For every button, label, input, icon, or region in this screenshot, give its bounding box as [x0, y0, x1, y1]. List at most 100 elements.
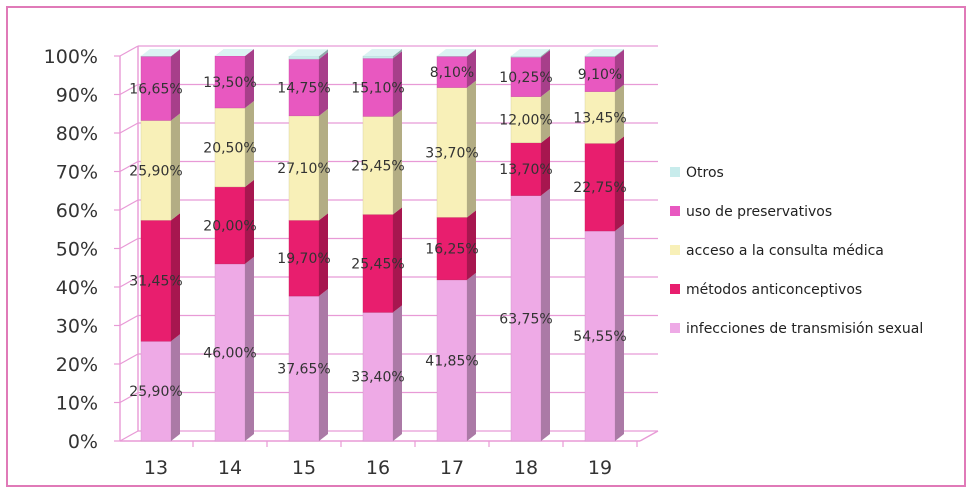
bar-segment — [510, 56, 542, 97]
x-tick-label: 19 — [588, 457, 612, 479]
data-label: 15,10% — [351, 80, 404, 96]
data-label: 13,50% — [203, 75, 256, 91]
x-tick-label: 18 — [514, 457, 538, 479]
bar-top — [215, 49, 254, 56]
bar-segment-side — [319, 289, 328, 441]
y-tick-label: 80% — [56, 123, 98, 145]
bar-segment-side — [393, 51, 402, 117]
bar-segment-side — [541, 49, 550, 58]
bar-segment-side — [615, 136, 624, 231]
bar-segment — [436, 87, 468, 218]
gridline-side — [119, 391, 139, 404]
gridline-side — [119, 353, 139, 365]
bar-top — [585, 49, 624, 56]
data-label: 19,70% — [277, 251, 330, 267]
data-label: 20,50% — [203, 140, 256, 156]
bar-top — [511, 49, 550, 56]
bar-segment-side — [541, 89, 550, 143]
y-tick-label: 60% — [56, 200, 98, 222]
x-tick-label: 17 — [440, 457, 464, 479]
y-tick-label: 30% — [56, 316, 98, 338]
bar-segment-side — [171, 213, 180, 342]
bar-segment-side — [467, 49, 476, 57]
bar-segment — [288, 58, 320, 117]
data-label: 41,85% — [425, 353, 478, 369]
bar-segment — [140, 341, 172, 442]
x-tick-label: 13 — [144, 457, 168, 479]
bar-segment-side — [615, 84, 624, 144]
legend: Otros uso de preservativos acceso a la con… — [670, 165, 923, 337]
data-label: 16,65% — [129, 81, 182, 97]
bar-segment-side — [393, 305, 402, 441]
bar-segment-side — [319, 49, 328, 60]
gridline-side — [119, 160, 139, 173]
y-tick-label: 10% — [56, 393, 98, 415]
bar-segment-side — [171, 49, 180, 121]
bar-segment — [214, 186, 246, 265]
bar-segment — [214, 263, 246, 442]
bar-segment — [362, 58, 394, 117]
bar-top — [141, 49, 180, 56]
gridline-side — [119, 314, 139, 327]
legend-label: métodos anticonceptivos — [686, 282, 862, 298]
bar-top — [437, 49, 476, 56]
x-tick-label: 14 — [218, 457, 242, 479]
y-tick-label: 100% — [44, 46, 98, 68]
bar-top — [289, 49, 328, 57]
bar-segment-side — [393, 109, 402, 215]
legend-label: infecciones de transmisión sexual — [686, 321, 923, 337]
gridline-side — [119, 430, 139, 442]
bar-segment — [362, 214, 394, 313]
bar-segment — [362, 312, 394, 442]
bar-segment — [436, 56, 468, 88]
bar-segment-side — [615, 223, 624, 441]
data-label: 37,65% — [277, 362, 330, 378]
bar-segment — [510, 55, 542, 58]
bar-segment-side — [245, 100, 254, 187]
bar-segment — [214, 55, 246, 109]
data-label: 25,45% — [351, 158, 404, 174]
bar-segment-side — [467, 272, 476, 441]
bar-segment-side — [541, 135, 550, 196]
bar-segment-side — [541, 188, 550, 441]
bar-segment — [510, 96, 542, 144]
gridline-side — [119, 45, 139, 57]
data-label: 33,70% — [425, 145, 478, 161]
bar-segment-side — [319, 213, 328, 297]
data-label: 33,40% — [351, 370, 404, 386]
data-label: 20,00% — [203, 218, 256, 234]
axes: 0% 10% 20% 30% 40% 50% 60% 70% 80% 90% 100% 13 14 15 1… — [44, 46, 659, 479]
y-tick-label: 40% — [56, 277, 98, 299]
bars — [140, 49, 624, 442]
legend-label: acceso a la consulta médica — [686, 243, 884, 259]
bar-segment — [288, 55, 320, 60]
x-tick-label: 15 — [292, 457, 316, 479]
data-label: 8,10% — [430, 65, 474, 81]
bar-segment-side — [171, 49, 180, 57]
bar-segment-side — [393, 207, 402, 313]
legend-label: uso de preservativos — [686, 204, 832, 220]
bar-segment — [436, 279, 468, 442]
bar-segment-side — [467, 49, 476, 88]
y-tick-label: 70% — [56, 162, 98, 184]
bar-segment — [140, 56, 172, 121]
data-label: 9,10% — [578, 67, 622, 83]
bar-segment-side — [541, 50, 550, 97]
bar-segment — [584, 55, 616, 57]
bar-segment — [584, 56, 616, 92]
legend-swatch — [670, 206, 680, 216]
data-label: 10,25% — [499, 70, 552, 86]
legend-label: Otros — [686, 165, 724, 181]
gridline-side — [119, 83, 139, 96]
x-axis-side — [639, 430, 659, 442]
data-label: 54,55% — [573, 329, 626, 345]
data-label: 16,25% — [425, 242, 478, 258]
gridline-side — [119, 199, 139, 211]
data-label: 13,45% — [573, 111, 626, 127]
bar-segment — [140, 220, 172, 342]
data-label: 14,75% — [277, 80, 330, 96]
y-tick-label: 20% — [56, 354, 98, 376]
bar-segment-side — [319, 52, 328, 116]
legend-swatch — [670, 284, 680, 294]
